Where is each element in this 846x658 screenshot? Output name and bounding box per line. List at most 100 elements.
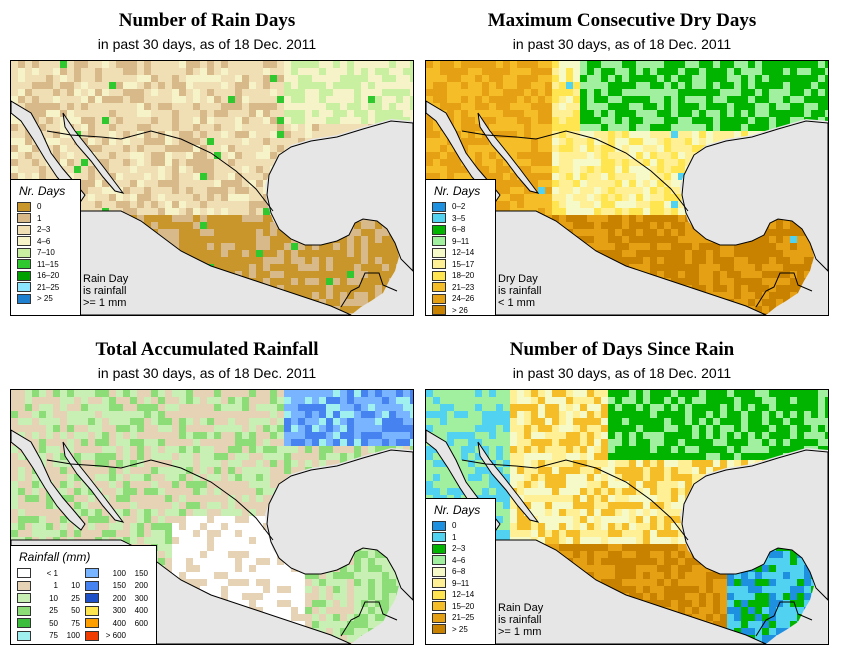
grid-cell [776,285,783,292]
grid-cell [74,89,81,96]
grid-cell [172,145,179,152]
grid-cell [256,208,263,215]
grid-cell [193,82,200,89]
grid-cell [580,208,587,215]
grid-cell [249,425,256,432]
grid-cell [179,229,186,236]
grid-cell [53,124,60,131]
grid-cell [354,243,361,250]
grid-cell [130,152,137,159]
grid-cell [643,159,650,166]
grid-cell [200,222,207,229]
grid-cell [587,68,594,75]
grid-cell [200,208,207,215]
grid-cell [748,264,755,271]
grid-cell [629,159,636,166]
grid-cell [671,89,678,96]
grid-cell [151,75,158,82]
grid-cell [503,131,510,138]
grid-cell [214,453,221,460]
grid-cell [11,152,18,159]
legend-swatch [432,213,446,224]
grid-cell [263,243,270,250]
grid-cell [270,117,277,124]
grid-cell [783,306,790,313]
grid-cell [636,173,643,180]
grid-cell [629,243,636,250]
grid-cell [783,68,790,75]
grid-cell [11,159,18,166]
grid-cell [88,138,95,145]
grid-cell [699,61,706,68]
grid-cell [18,159,25,166]
grid-cell [545,61,552,68]
grid-cell [60,432,67,439]
grid-cell [727,285,734,292]
grid-cell [144,131,151,138]
grid-cell [347,313,354,315]
grid-cell [734,278,741,285]
grid-cell [81,411,88,418]
grid-cell [46,418,53,425]
grid-cell [650,124,657,131]
grid-cell [622,145,629,152]
panel-subtitle: in past 30 days, as of 18 Dec. 2011 [97,36,317,52]
grid-cell [347,411,354,418]
grid-cell [193,145,200,152]
grid-cell [137,124,144,131]
grid-cell [123,103,130,110]
grid-cell [95,173,102,180]
grid-cell [566,159,573,166]
grid-cell [214,446,221,453]
grid-cell [186,411,193,418]
grid-cell [11,96,18,103]
grid-cell [678,257,685,264]
grid-cell [263,215,270,222]
grid-cell [298,138,305,145]
grid-cell [186,96,193,103]
grid-cell [81,194,88,201]
grid-cell [151,68,158,75]
grid-cell [67,397,74,404]
grid-cell [664,194,671,201]
grid-cell [636,103,643,110]
grid-cell [354,89,361,96]
grid-cell [440,159,447,166]
grid-cell [25,390,32,397]
grid-cell [200,96,207,103]
grid-cell [741,250,748,257]
grid-cell [228,166,235,173]
grid-cell [510,103,517,110]
grid-cell [53,425,60,432]
grid-cell [361,257,368,264]
grid-cell [538,159,545,166]
grid-cell [284,411,291,418]
grid-cell [825,103,828,110]
grid-cell [193,110,200,117]
grid-cell [762,292,769,299]
grid-cell [699,103,706,110]
grid-cell [671,215,678,222]
grid-cell [263,117,270,124]
grid-cell [804,96,811,103]
grid-cell [256,432,263,439]
grid-cell [811,285,818,292]
grid-cell [685,222,692,229]
grid-cell [496,194,503,201]
grid-cell [46,166,53,173]
grid-cell [179,89,186,96]
grid-cell [53,96,60,103]
grid-cell [489,61,496,68]
grid-cell [671,194,678,201]
grid-cell [25,152,32,159]
grid-cell [179,222,186,229]
grid-cell [433,61,440,68]
grid-cell [410,103,413,110]
grid-cell [305,390,312,397]
grid-cell [650,131,657,138]
grid-cell [193,250,200,257]
grid-cell [256,138,263,145]
grid-cell [361,313,368,315]
grid-cell [340,96,347,103]
grid-cell [32,397,39,404]
